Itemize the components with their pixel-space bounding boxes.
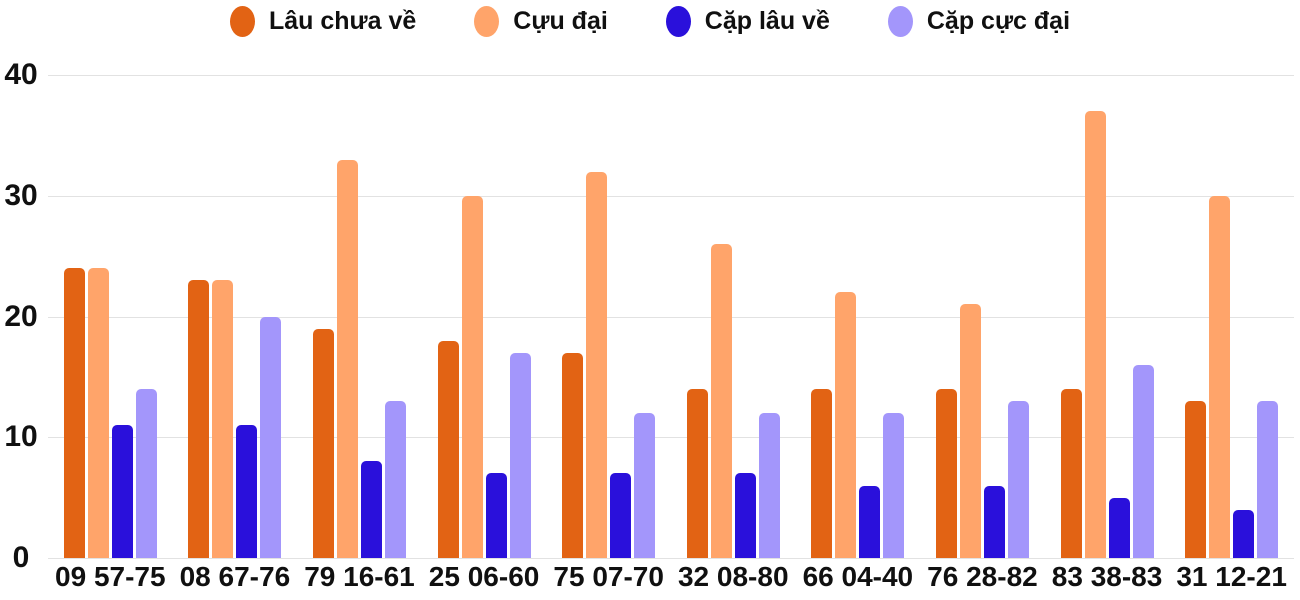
y-axis: 40 30 20 10 0 <box>0 0 42 600</box>
legend-label: Lâu chưa về <box>268 7 417 35</box>
x-axis-label-9: 31 12-21 <box>1176 561 1287 592</box>
bar-series-3-cat-3[interactable] <box>509 352 531 558</box>
bar-series-1-cat-9[interactable] <box>1209 195 1231 558</box>
bar-series-0-cat-4[interactable] <box>562 352 584 558</box>
bar-group-0 <box>48 75 173 558</box>
legend-item-2[interactable]: Cặp lâu về <box>665 6 830 37</box>
bar-series-0-cat-5[interactable] <box>686 388 708 558</box>
gridline <box>48 316 1294 318</box>
x-axis-label-4: 75 07-70 <box>553 561 664 592</box>
legend-item-0[interactable]: Lâu chưa về <box>229 6 417 37</box>
x-axis: 09 57-75 08 67-76 79 16-61 25 06-60 75 07-70… <box>48 561 1294 593</box>
bar-series-0-cat-0[interactable] <box>63 268 85 558</box>
x-axis-label-8: 83 38-83 <box>1051 561 1163 592</box>
bar-series-3-cat-1[interactable] <box>260 316 282 558</box>
bar-series-0-cat-3[interactable] <box>437 340 459 558</box>
bar-series-1-cat-4[interactable] <box>586 171 608 558</box>
bar-series-1-cat-0[interactable] <box>87 268 109 558</box>
x-axis-label-2: 79 16-61 <box>304 561 415 592</box>
bar-series-3-cat-4[interactable] <box>634 413 656 558</box>
bar-series-1-cat-5[interactable] <box>710 244 732 558</box>
bar-series-0-cat-8[interactable] <box>1060 388 1082 558</box>
bar-series-3-cat-0[interactable] <box>135 388 157 558</box>
gridline <box>48 195 1294 197</box>
x-axis-label-3: 25 06-60 <box>428 561 540 592</box>
bar-groups <box>48 75 1294 558</box>
y-tick-label: 30 <box>4 178 38 212</box>
bar-series-2-cat-1[interactable] <box>236 425 258 558</box>
legend-label: Cựu đại <box>513 7 608 35</box>
bar-series-0-cat-1[interactable] <box>188 280 210 558</box>
bar-group-7 <box>920 75 1045 558</box>
bar-series-2-cat-5[interactable] <box>734 473 756 558</box>
bar-group-9 <box>1169 75 1294 558</box>
bar-series-3-cat-9[interactable] <box>1257 401 1279 558</box>
bar-group-3 <box>422 75 547 558</box>
bar-series-2-cat-7[interactable] <box>983 485 1005 558</box>
bar-series-1-cat-8[interactable] <box>1084 111 1106 558</box>
x-axis-label-6: 66 04-40 <box>802 561 914 592</box>
bar-series-3-cat-7[interactable] <box>1007 401 1029 558</box>
x-axis-label-1: 08 67-76 <box>179 561 291 592</box>
legend-swatch-icon <box>229 6 255 37</box>
bar-series-0-cat-7[interactable] <box>935 388 957 558</box>
bar-series-1-cat-1[interactable] <box>212 280 234 558</box>
bar-group-6 <box>796 75 921 558</box>
gridline <box>48 558 1294 559</box>
legend-item-3[interactable]: Cặp cực đại <box>887 6 1071 37</box>
bar-group-2 <box>297 75 422 558</box>
x-axis-label-7: 76 28-82 <box>927 561 1038 592</box>
bar-group-5 <box>671 75 796 558</box>
legend-label: Cặp cực đại <box>926 7 1071 35</box>
gridline <box>48 75 1294 76</box>
legend-swatch-icon <box>887 6 913 37</box>
bar-series-0-cat-2[interactable] <box>312 328 334 558</box>
bar-group-8 <box>1045 75 1170 558</box>
bar-group-1 <box>173 75 298 558</box>
legend-item-1[interactable]: Cựu đại <box>474 6 608 37</box>
bar-series-2-cat-9[interactable] <box>1233 509 1255 558</box>
x-axis-label-5: 32 08-80 <box>677 561 789 592</box>
legend-label: Cặp lâu về <box>704 7 830 35</box>
gridline <box>48 437 1294 439</box>
legend-swatch-icon <box>474 6 500 37</box>
y-tick-label: 20 <box>4 299 38 333</box>
bar-series-2-cat-0[interactable] <box>111 425 133 558</box>
bar-series-1-cat-3[interactable] <box>461 195 483 558</box>
bar-series-2-cat-6[interactable] <box>859 485 881 558</box>
bar-series-3-cat-8[interactable] <box>1132 364 1154 558</box>
plot-area <box>48 75 1294 559</box>
chart-legend: Lâu chưa về Cựu đại Cặp lâu về Cặp cực đại <box>0 6 1300 37</box>
bar-series-3-cat-6[interactable] <box>883 413 905 558</box>
y-tick-label: 0 <box>12 541 30 574</box>
bar-group-4 <box>546 75 671 558</box>
legend-swatch-icon <box>665 6 691 37</box>
bar-series-2-cat-8[interactable] <box>1108 497 1130 558</box>
bar-series-1-cat-2[interactable] <box>336 159 358 558</box>
bar-series-3-cat-5[interactable] <box>758 413 780 558</box>
bar-series-1-cat-6[interactable] <box>835 292 857 558</box>
bar-series-0-cat-6[interactable] <box>811 388 833 558</box>
y-tick-label: 10 <box>4 420 38 454</box>
bar-series-1-cat-7[interactable] <box>959 304 981 558</box>
y-tick-label: 40 <box>4 58 38 91</box>
bar-series-2-cat-3[interactable] <box>485 473 507 558</box>
bar-series-3-cat-2[interactable] <box>384 401 406 558</box>
bar-series-2-cat-4[interactable] <box>610 473 632 558</box>
bar-series-0-cat-9[interactable] <box>1185 401 1207 558</box>
x-axis-label-0: 09 57-75 <box>55 561 166 592</box>
bar-series-2-cat-2[interactable] <box>360 461 382 558</box>
